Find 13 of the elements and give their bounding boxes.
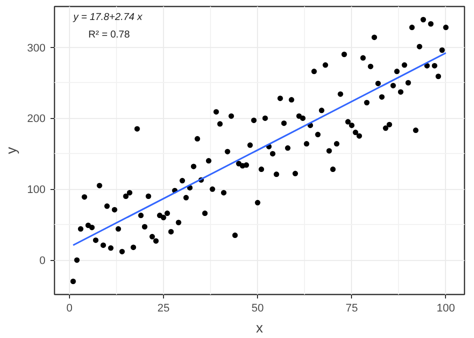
y-tick-label: 100 xyxy=(27,184,46,196)
annotation: y = 17.8+2.74 x xyxy=(72,12,144,24)
x-tick-label: 75 xyxy=(346,302,358,314)
y-tick-label: 0 xyxy=(39,255,46,268)
y-axis-title: y xyxy=(3,147,20,154)
x-tick-label: 50 xyxy=(252,302,264,314)
x-tick-label: 25 xyxy=(157,302,170,314)
x-axis-title: x xyxy=(256,320,263,336)
y-tick-label: 200 xyxy=(27,113,46,126)
y-tick-label: 300 xyxy=(27,42,46,54)
x-tick-label: 100 xyxy=(436,302,456,314)
x-tick-label: 0 xyxy=(66,302,72,314)
annotation: R² = 0.78 xyxy=(88,29,130,40)
